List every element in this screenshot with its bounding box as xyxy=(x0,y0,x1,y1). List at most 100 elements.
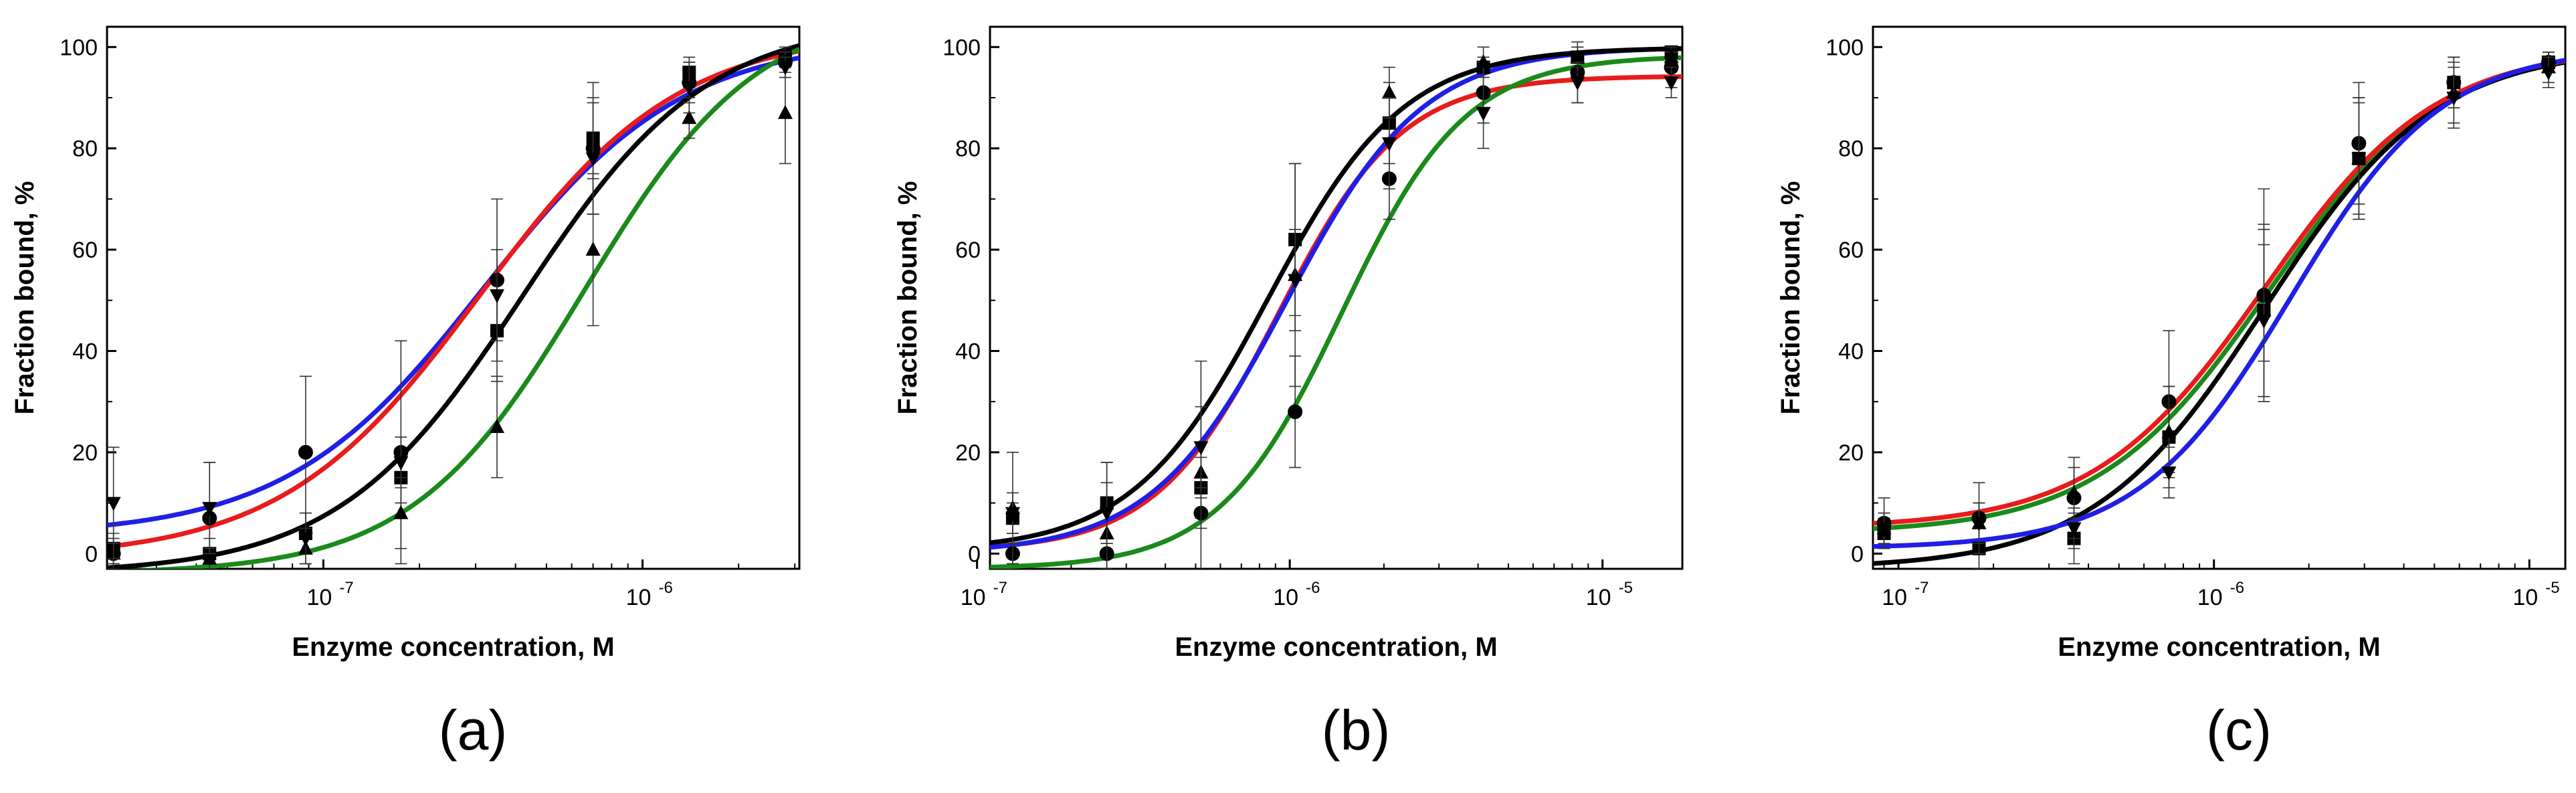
fit-curve-3 xyxy=(107,43,799,569)
data-point-triangle-up xyxy=(1381,84,1397,99)
panel-label: (b) xyxy=(1322,699,1391,762)
x-tick-exponent: -7 xyxy=(1914,579,1928,597)
y-tick-label: 20 xyxy=(955,440,981,466)
x-tick-label: 10 xyxy=(2197,585,2223,610)
x-tick-label: 10 xyxy=(626,585,652,610)
y-tick-label: 0 xyxy=(1851,541,1864,567)
y-tick-label: 100 xyxy=(60,35,98,60)
plot-frame xyxy=(989,25,1684,570)
y-tick-label: 40 xyxy=(72,339,98,364)
data-point-triangle-down xyxy=(298,532,313,547)
x-tick-exponent: -5 xyxy=(2545,579,2559,597)
data-point-triangle-down xyxy=(1664,76,1679,91)
y-tick-label: 100 xyxy=(943,35,981,60)
x-axis-label: Enzyme concentration, M xyxy=(2058,632,2380,662)
y-tick-label: 80 xyxy=(72,137,98,162)
y-tick-label: 40 xyxy=(1838,339,1864,364)
data-point-triangle-down xyxy=(490,289,505,304)
data-point-triangle-up xyxy=(1570,49,1585,64)
data-point-triangle-down xyxy=(682,81,697,96)
data-point-triangle-down xyxy=(202,502,217,517)
plot-area xyxy=(107,43,799,569)
data-point-triangle-up xyxy=(393,505,409,519)
chart-panel-3: 0 20 40 60 80 100 10 -7 10 -6 10 -5 Enzyme concentra… xyxy=(1776,25,2567,762)
y-tick-label: 20 xyxy=(72,440,98,466)
x-axis-label: Enzyme concentration, M xyxy=(292,632,614,662)
data-point-triangle-down xyxy=(1099,507,1114,521)
fit-curve-4 xyxy=(990,55,1682,569)
x-tick-label: 10 xyxy=(306,585,332,610)
data-point-triangle-down xyxy=(1570,76,1585,91)
y-axis-label: Fraction bound, % xyxy=(1776,181,1805,415)
fit-curve-4 xyxy=(122,47,799,569)
x-tick-label: 10 xyxy=(1882,585,1907,610)
data-point-triangle-down xyxy=(2256,315,2272,329)
x-tick-label: 10 xyxy=(1586,585,1611,610)
x-tick-exponent: -7 xyxy=(339,579,353,597)
y-tick-label: 80 xyxy=(955,137,981,162)
fit-curve-1 xyxy=(990,74,1682,549)
data-point-triangle-up xyxy=(1476,54,1491,68)
data-point-triangle-down xyxy=(1971,517,1987,531)
data-point-triangle-up xyxy=(585,242,601,256)
plot-area xyxy=(1873,52,2565,569)
x-tick-exponent: -5 xyxy=(1619,579,1633,597)
panel-label: (a) xyxy=(439,699,508,762)
y-tick-label: 0 xyxy=(85,541,98,567)
data-point-triangle-down xyxy=(1288,274,1303,288)
data-point-triangle-down xyxy=(2541,66,2556,81)
data-point-triangle-up xyxy=(682,110,697,124)
x-tick-exponent: -6 xyxy=(1306,579,1320,597)
series-triangle-down xyxy=(107,56,793,565)
data-point-triangle-down xyxy=(107,497,121,511)
fit-curve-3 xyxy=(1873,58,2565,526)
data-point-triangle-down xyxy=(1476,106,1491,121)
x-tick-label: 10 xyxy=(961,585,986,610)
y-tick-label: 80 xyxy=(1838,137,1864,162)
data-point-triangle-down xyxy=(2066,522,2082,537)
plot-frame xyxy=(1872,25,2567,570)
x-tick-exponent: -6 xyxy=(2230,579,2244,597)
chart-panel-1: 0 20 40 60 80 100 10 -7 10 -6 Enzyme concentration… xyxy=(10,25,801,762)
x-tick-exponent: -7 xyxy=(993,579,1007,597)
data-point-triangle-down xyxy=(1193,441,1209,456)
fit-curve-3 xyxy=(990,46,1682,545)
fit-curve-1 xyxy=(107,55,799,528)
data-point-triangle-up xyxy=(202,550,217,565)
y-tick-label: 60 xyxy=(1838,238,1864,263)
data-point-triangle-up xyxy=(490,419,505,434)
plot-frame xyxy=(106,25,801,570)
data-point-triangle-up xyxy=(2161,424,2177,438)
y-tick-label: 40 xyxy=(955,339,981,364)
data-point-triangle-down xyxy=(393,456,409,471)
data-point-triangle-down xyxy=(1381,137,1397,152)
panel-label: (c) xyxy=(2206,699,2272,762)
data-point-circle xyxy=(1288,404,1303,420)
series-triangle-up xyxy=(107,62,793,569)
y-tick-label: 20 xyxy=(1838,440,1864,466)
y-tick-label: 60 xyxy=(955,238,981,263)
data-point-triangle-up xyxy=(777,104,793,119)
data-point-triangle-down xyxy=(2351,152,2367,167)
fit-curve-2 xyxy=(1873,60,2565,566)
x-axis-label: Enzyme concentration, M xyxy=(1175,632,1497,662)
fit-curve-2 xyxy=(990,46,1682,550)
series-triangle-down xyxy=(1876,56,2556,549)
data-point-triangle-down xyxy=(2161,466,2177,481)
y-tick-label: 100 xyxy=(1825,35,1864,60)
fit-curve-1 xyxy=(1873,60,2565,531)
data-point-triangle-down xyxy=(777,61,793,76)
y-tick-label: 0 xyxy=(968,541,981,567)
x-tick-exponent: -6 xyxy=(659,579,673,597)
data-point-triangle-up xyxy=(1664,49,1679,64)
x-tick-label: 10 xyxy=(2512,585,2538,610)
y-axis-label: Fraction bound, % xyxy=(10,181,39,415)
plot-area xyxy=(990,41,1682,569)
data-point-triangle-down xyxy=(2446,91,2462,106)
data-point-triangle-up xyxy=(2066,484,2082,499)
data-point-triangle-down xyxy=(1005,507,1020,521)
chart-panel-2: 0 20 40 60 80 100 10 -7 10 -6 10 -5 Enzyme concentra… xyxy=(893,25,1684,762)
series-triangle-down xyxy=(1005,62,1679,544)
x-tick-label: 10 xyxy=(1273,585,1298,610)
